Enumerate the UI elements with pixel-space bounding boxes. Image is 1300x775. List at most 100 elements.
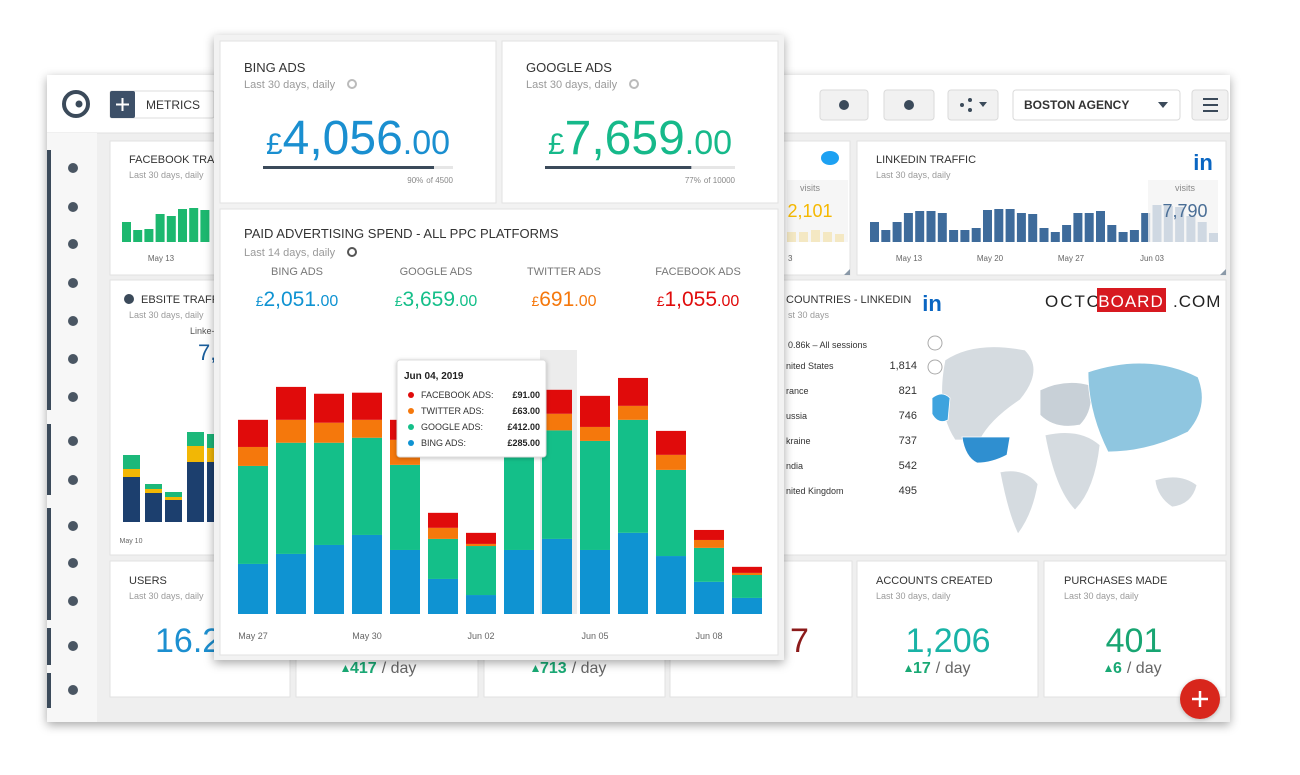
mini-bar	[915, 211, 925, 242]
bar-segment	[580, 440, 610, 550]
bar-segment	[276, 553, 306, 614]
metric-value: 7	[790, 622, 809, 660]
toolbar-button[interactable]	[1012, 89, 1181, 121]
mini-bar	[1005, 209, 1015, 242]
stacked-mini-bar	[165, 492, 182, 497]
card-subtitle: Last 30 days, daily	[876, 591, 951, 601]
zoom-out[interactable]	[927, 359, 943, 375]
sidebar-group	[47, 673, 51, 708]
stacked-mini-bar	[187, 446, 204, 462]
bar-segment	[542, 430, 572, 539]
mini-bar	[122, 222, 131, 242]
daily-change: 6 / day	[1113, 660, 1162, 677]
metric-value: 2,101	[787, 201, 832, 221]
bar-segment	[352, 534, 382, 614]
change-value: 6	[1113, 660, 1122, 677]
mini-bar	[926, 211, 936, 242]
bar-segment	[656, 469, 686, 557]
mini-bar	[1050, 232, 1060, 242]
card-title: EBSITE TRAFF	[141, 294, 219, 306]
stacked-mini-bar	[187, 462, 204, 522]
sidebar-icon[interactable]	[68, 316, 78, 326]
metric-label: visits	[1175, 183, 1195, 193]
mini-bar	[1073, 213, 1083, 242]
tooltip-value: £285.00	[507, 438, 540, 448]
bar-segment	[656, 556, 686, 614]
stacked-mini-bar	[145, 484, 162, 489]
sidebar-icon[interactable]	[68, 436, 78, 446]
bar-segment	[694, 529, 724, 540]
mini-bar	[903, 213, 913, 242]
bar-segment	[238, 419, 268, 447]
x-tick-label: 3	[788, 254, 793, 263]
bar-segment	[580, 549, 610, 614]
amount-currency: £	[657, 293, 665, 309]
metrics-label: METRICS	[146, 98, 200, 112]
stacked-mini-bar	[165, 497, 182, 500]
bar-segment	[618, 532, 648, 614]
stacked-mini-bar	[123, 469, 140, 477]
change-unit: / day	[1127, 660, 1162, 677]
amount-whole: 3,659	[402, 288, 455, 311]
resize-corner	[1220, 269, 1226, 275]
bar-segment	[656, 430, 686, 455]
tooltip	[396, 359, 547, 458]
bar-segment	[542, 413, 572, 431]
country-name: kraine	[786, 436, 811, 446]
bar-segment	[504, 549, 534, 614]
card	[856, 560, 1039, 698]
menu-icon	[1203, 98, 1218, 112]
map-region	[999, 470, 1039, 535]
mini-bar	[937, 213, 947, 242]
amount-decimals: .00	[316, 293, 338, 310]
info-icon	[347, 79, 357, 89]
stacked-mini-bar	[145, 493, 162, 522]
card-title: COUNTRIES - LINKEDIN	[786, 294, 911, 306]
bar-segment	[352, 437, 382, 535]
card-subtitle: Last 30 days, daily	[129, 591, 204, 601]
sidebar-icon[interactable]	[68, 392, 78, 402]
bar-segment	[466, 532, 496, 544]
sidebar-icon[interactable]	[68, 163, 78, 173]
total-label: GOOGLE ADS	[400, 266, 473, 278]
tooltip-dot	[408, 440, 414, 446]
sidebar-icon[interactable]	[68, 354, 78, 364]
up-arrow	[905, 665, 912, 672]
zoom-in[interactable]	[927, 335, 943, 351]
bar-segment	[314, 393, 344, 423]
sidebar-icon[interactable]	[68, 596, 78, 606]
sidebar-icon[interactable]	[68, 239, 78, 249]
card-title: PURCHASES MADE	[1064, 575, 1167, 587]
mini-bar	[133, 230, 143, 242]
sidebar-icon[interactable]	[68, 685, 78, 695]
brand-text: BOARD	[1098, 292, 1163, 311]
sessions-total: 0.86k – All sessions	[788, 340, 868, 350]
brand-text: .COM	[1173, 292, 1221, 311]
bar-segment	[732, 575, 762, 598]
toolbar-button[interactable]	[947, 89, 999, 121]
bar-segment	[314, 442, 344, 545]
brand-box	[1097, 288, 1166, 312]
amount-currency: £	[266, 128, 283, 161]
tooltip-date: Jun 04, 2019	[404, 371, 464, 382]
mini-bar	[1039, 228, 1049, 242]
sidebar-icon[interactable]	[68, 475, 78, 485]
sidebar-icon[interactable]	[68, 641, 78, 651]
bar-segment	[694, 539, 724, 548]
account-name: BOSTON AGENCY	[1024, 98, 1129, 112]
up-arrow	[532, 665, 539, 672]
sidebar-icon[interactable]	[68, 521, 78, 531]
visits-box	[1148, 180, 1218, 242]
settings-icon[interactable]	[124, 294, 134, 304]
bar-segment	[314, 544, 344, 614]
mini-bar	[1129, 230, 1139, 242]
mini-bar	[1118, 232, 1128, 242]
country-value: 746	[899, 410, 917, 422]
sidebar-icon[interactable]	[68, 558, 78, 568]
sidebar-icon[interactable]	[68, 202, 78, 212]
sidebar-icon[interactable]	[68, 278, 78, 288]
country-name: rance	[786, 386, 809, 396]
bar-segment	[428, 512, 458, 528]
mini-bar	[1016, 213, 1026, 242]
